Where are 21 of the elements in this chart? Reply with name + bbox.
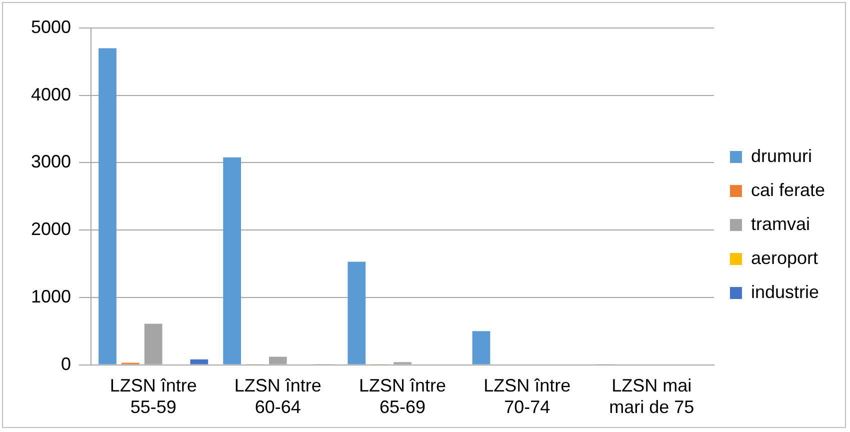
x-tick-label: LZSN între 70-74: [484, 376, 571, 418]
y-tick-label: 3000: [30, 152, 72, 172]
legend-label: industrie: [750, 282, 820, 302]
x-tick-label: LZSN între 65-69: [358, 376, 446, 418]
y-tick-label: 0: [61, 354, 72, 374]
x-tick-label: LZSN între 55-59: [110, 376, 197, 418]
bar: [348, 262, 366, 364]
y-tick-label: 5000: [30, 16, 72, 37]
bar: [98, 48, 116, 364]
bar: [472, 331, 490, 364]
x-tick-label: LZSN între 60-64: [234, 376, 322, 418]
legend-label: cai ferate: [750, 180, 826, 200]
y-tick-label: 1000: [30, 286, 72, 306]
legend-label: drumuri: [750, 146, 812, 166]
legend-label: aeroport: [750, 248, 818, 268]
y-tick-label: 2000: [30, 219, 72, 240]
y-tick-label: 4000: [30, 84, 72, 104]
bar: [190, 359, 208, 364]
bar: [223, 157, 242, 364]
x-tick-label: LZSN mai mari de 75: [609, 376, 694, 418]
legend-label: tramvai: [750, 214, 810, 234]
